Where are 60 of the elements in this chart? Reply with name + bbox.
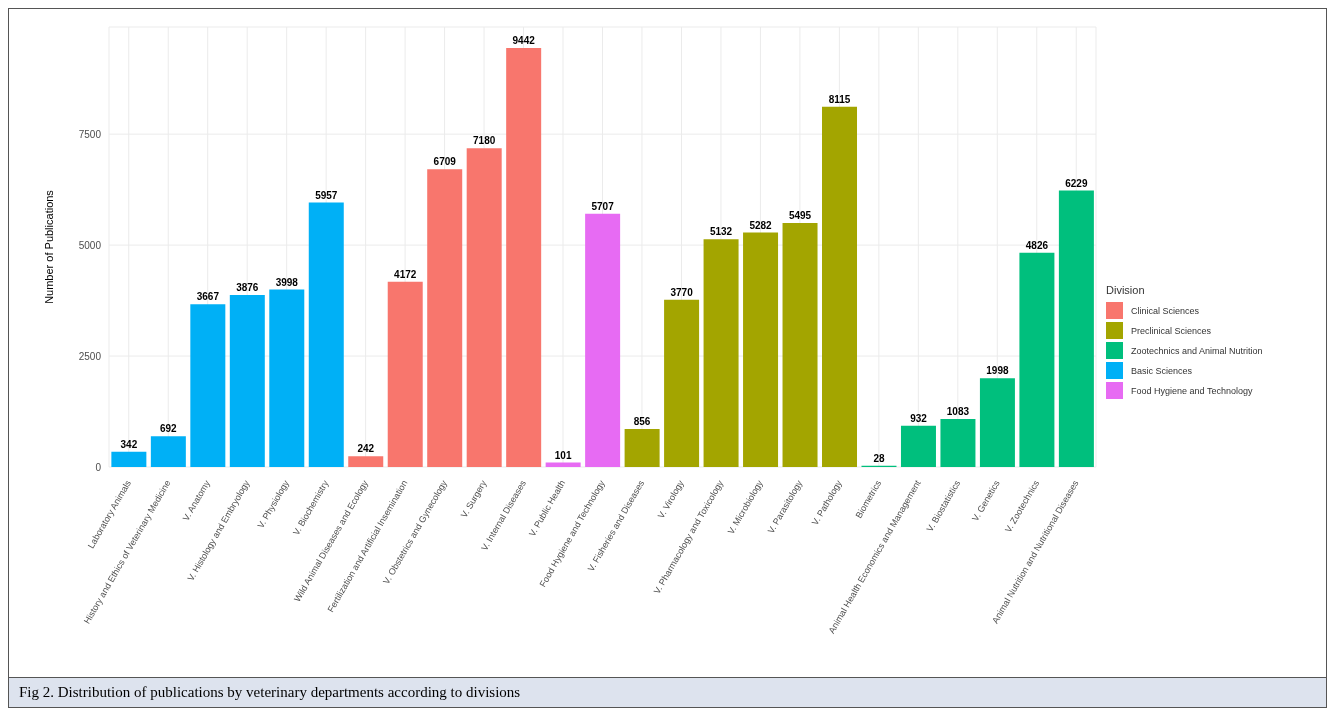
legend-label: Preclinical Sciences (1131, 325, 1212, 336)
data-label: 6709 (433, 156, 457, 168)
data-label: 1083 (946, 405, 970, 417)
data-label: 5707 (591, 200, 615, 212)
y-tick-label: 7500 (78, 128, 102, 140)
legend-label: Basic Sciences (1131, 365, 1193, 376)
bar (900, 425, 936, 467)
bar (822, 106, 858, 467)
data-label: 5495 (788, 210, 812, 222)
data-label: 3667 (196, 291, 220, 303)
data-label: 101 (554, 449, 572, 461)
data-label: 7180 (473, 135, 496, 147)
data-label: 5132 (709, 226, 733, 238)
data-label: 6229 (1065, 177, 1088, 189)
data-label: 856 (633, 416, 651, 428)
legend-label: Food Hygiene and Technology (1131, 385, 1253, 396)
legend-label: Clinical Sciences (1131, 305, 1200, 316)
bar (150, 436, 186, 467)
bar (190, 304, 226, 467)
bar (111, 451, 147, 467)
data-label: 3998 (275, 276, 299, 288)
y-axis-title: Number of Publications (42, 189, 55, 304)
data-label: 8115 (828, 93, 851, 105)
bar (427, 169, 463, 467)
data-label: 4826 (1025, 239, 1049, 251)
data-label: 28 (873, 452, 885, 464)
data-label: 3770 (670, 286, 694, 298)
bar (585, 213, 621, 467)
legend-title: Division (1106, 284, 1146, 296)
bar (940, 418, 976, 467)
bar (308, 202, 344, 467)
y-tick-label: 5000 (78, 239, 102, 251)
bar (269, 289, 305, 467)
bar (1019, 252, 1055, 467)
bar (782, 223, 818, 467)
bar (703, 239, 739, 467)
bar (387, 281, 423, 467)
bar (229, 294, 265, 467)
bar (348, 456, 384, 467)
bar (506, 47, 542, 467)
data-label: 3876 (236, 281, 259, 293)
bar (979, 378, 1015, 467)
data-label: 342 (120, 438, 138, 450)
data-label: 9442 (512, 34, 536, 46)
data-label: 4172 (394, 268, 417, 280)
bar (743, 232, 779, 467)
bar (466, 148, 502, 467)
y-tick-label: 2500 (78, 350, 102, 362)
bar (664, 299, 700, 467)
caption: Fig 2. Distribution of publications by veterinary departments according to divisions (8, 677, 1327, 708)
legend-label: Zootechnics and Animal Nutrition (1131, 345, 1263, 356)
data-label: 932 (910, 412, 928, 424)
data-label: 5282 (749, 219, 773, 231)
data-label: 5957 (315, 189, 338, 201)
bar (1058, 190, 1094, 467)
data-label: 692 (160, 423, 178, 435)
data-label: 1998 (986, 365, 1009, 377)
data-label: 242 (357, 443, 375, 455)
bar (624, 429, 660, 467)
y-tick-label: 0 (95, 461, 102, 473)
